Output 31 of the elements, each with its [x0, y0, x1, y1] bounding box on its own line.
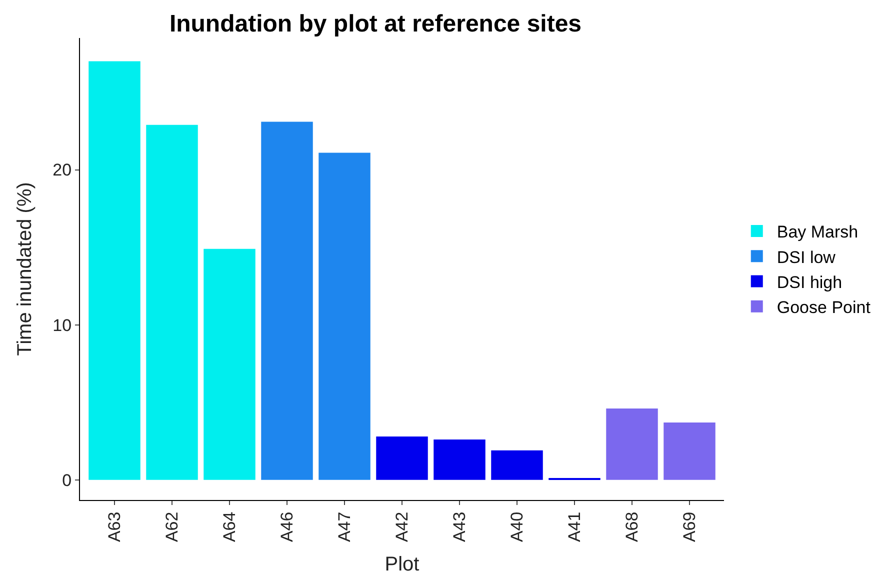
x-axis-title: Plot	[384, 554, 420, 576]
bar	[146, 124, 198, 480]
x-tick-label: A46	[278, 512, 297, 542]
x-tick-label: A43	[450, 512, 470, 542]
bar	[434, 440, 486, 480]
x-tick-label: A47	[335, 512, 354, 542]
x-tick-label: A62	[162, 512, 182, 542]
x-tick-label: A64	[220, 512, 240, 542]
legend-label: Goose Point	[776, 298, 871, 317]
bar	[261, 122, 313, 480]
x-tick-label: A41	[565, 512, 584, 542]
x-tick-label: A69	[680, 512, 700, 542]
y-tick-label: 20	[52, 160, 72, 180]
legend-label: DSI high	[776, 272, 842, 292]
y-tick-label: 0	[62, 470, 72, 490]
x-tick-label: A63	[105, 512, 124, 542]
chart-title: Inundation by plot at reference sites	[169, 10, 582, 38]
bar	[204, 248, 256, 480]
x-tick-label: A42	[392, 512, 412, 542]
legend-label: DSI low	[776, 248, 836, 267]
legend-label: Bay Marsh	[776, 222, 858, 242]
bar	[664, 422, 716, 480]
x-tick-label: A68	[622, 512, 642, 542]
y-axis-title: Time inundated (%)	[14, 182, 36, 356]
x-tick-label: A40	[508, 512, 527, 542]
bar	[88, 61, 140, 480]
bar	[491, 450, 543, 480]
bar	[318, 152, 370, 480]
y-tick-label: 10	[52, 316, 72, 335]
bar	[376, 436, 428, 480]
bar	[606, 408, 658, 480]
